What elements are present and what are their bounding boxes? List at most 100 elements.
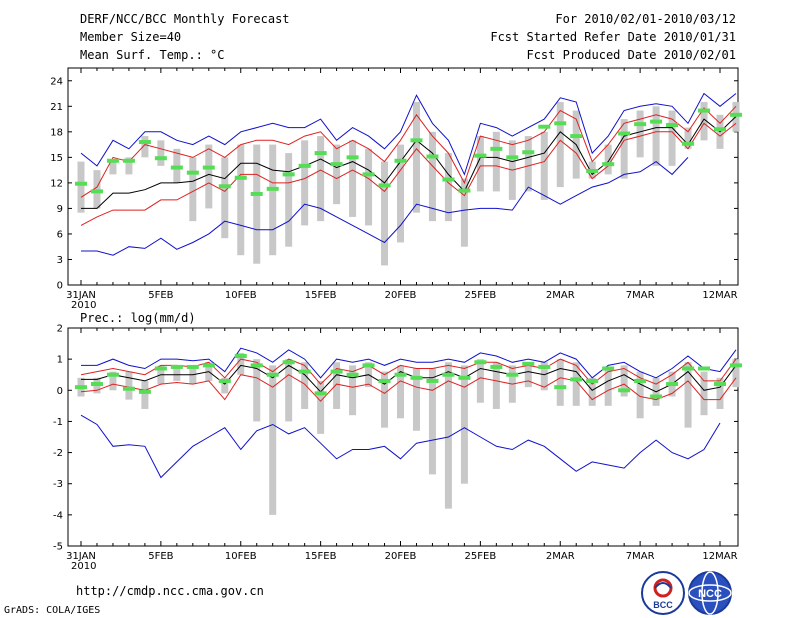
- observation-mark: [426, 154, 439, 159]
- x-tick-label: 25FEB: [465, 551, 497, 562]
- observation-mark: [234, 354, 247, 359]
- y-tick-label: 24: [50, 76, 63, 87]
- x-tick-label: 5FEB: [148, 551, 173, 562]
- variable-label: Mean Surf. Temp.: °C: [80, 48, 225, 62]
- source-url[interactable]: http://cmdp.ncc.cma.gov.cn: [76, 584, 264, 598]
- range-bar: [636, 110, 644, 158]
- observation-mark: [218, 184, 231, 189]
- range-bar: [492, 131, 500, 192]
- range-bar: [652, 106, 660, 166]
- x-tick-label: 20FEB: [385, 551, 417, 562]
- x-tick-label: 15FEB: [305, 551, 337, 562]
- observation-mark: [522, 361, 535, 366]
- range-bar: [173, 365, 181, 381]
- range-bar: [684, 127, 692, 149]
- range-bar: [428, 131, 436, 222]
- observation-mark: [138, 140, 151, 145]
- observation-mark: [154, 156, 167, 161]
- range-bar: [93, 170, 101, 209]
- observation-mark: [570, 134, 583, 139]
- range-bar: [636, 371, 644, 419]
- range-bar: [700, 102, 708, 141]
- y-tick-label: 3: [57, 255, 63, 266]
- y-tick-label: -5: [53, 542, 63, 553]
- range-bar: [588, 377, 596, 406]
- range-bar: [397, 365, 404, 419]
- series-mean-line: [81, 364, 737, 393]
- range-bar: [604, 144, 612, 175]
- observation-mark: [394, 372, 407, 377]
- range-bar: [157, 140, 165, 166]
- x-tick-label: 7MAR: [626, 290, 655, 301]
- y-tick-label: 9: [57, 204, 63, 215]
- observation-mark: [586, 168, 599, 173]
- range-bar: [333, 362, 341, 409]
- observation-mark: [650, 394, 663, 399]
- range-bar: [301, 362, 309, 409]
- member-size: Member Size=40: [80, 30, 182, 44]
- x-tick-label: 25FEB: [465, 290, 497, 301]
- x-tick-label: 20FEB: [385, 290, 417, 301]
- y-tick-label: -2: [53, 448, 63, 459]
- observation-mark: [266, 186, 279, 191]
- bcc-logo: BCC: [641, 571, 685, 615]
- observation-mark: [186, 364, 199, 369]
- range-bar: [269, 365, 277, 515]
- x-tick-label: 31JAN: [66, 290, 96, 301]
- x-tick-label: 31JAN: [66, 551, 96, 562]
- range-bar: [381, 161, 389, 266]
- observation-mark: [234, 175, 247, 180]
- observation-mark: [362, 363, 375, 368]
- observation-mark: [186, 170, 199, 175]
- range-bar: [141, 380, 149, 409]
- y-tick-label: 2: [57, 324, 63, 335]
- observation-mark: [714, 382, 726, 387]
- observation-mark: [618, 131, 631, 136]
- observation-mark: [458, 375, 471, 380]
- observation-mark: [650, 119, 663, 124]
- x-tick-label: 2MAR: [546, 551, 575, 562]
- range-bar: [540, 131, 548, 200]
- range-bar: [285, 359, 293, 422]
- observation-mark: [75, 181, 87, 186]
- range-bar: [205, 144, 213, 209]
- observation-mark: [282, 360, 295, 365]
- y-tick-label: 18: [50, 127, 63, 138]
- observation-mark: [474, 153, 487, 158]
- range-bar: [412, 102, 420, 213]
- observation-mark: [266, 372, 279, 377]
- range-bar: [317, 380, 325, 434]
- observation-mark: [490, 146, 503, 151]
- range-bar: [221, 377, 229, 394]
- x-tick-label: 15FEB: [305, 290, 337, 301]
- range-bar: [572, 362, 580, 406]
- range-bar: [253, 359, 261, 422]
- observation-mark: [570, 377, 583, 382]
- x-tick-label: 10FEB: [225, 290, 257, 301]
- observation-mark: [314, 151, 327, 156]
- observation-mark: [106, 158, 119, 163]
- grads-credit: GrADS: COLA/IGES: [4, 605, 101, 616]
- y-tick-label: 12: [50, 178, 63, 189]
- series-max-line: [81, 347, 737, 379]
- range-bar: [237, 352, 245, 375]
- x-tick-label-year: 2010: [71, 300, 96, 311]
- observation-mark: [378, 378, 391, 383]
- range-bar: [604, 368, 612, 406]
- started-refer-date: Fcst Started Refer Date 2010/01/31: [490, 30, 736, 44]
- range-bar: [349, 365, 357, 416]
- series-lower-line: [80, 374, 737, 402]
- range-bar: [492, 362, 500, 409]
- range-bar: [125, 157, 133, 175]
- observation-mark: [202, 165, 215, 170]
- y-tick-label: 15: [50, 153, 63, 164]
- observation-mark: [346, 155, 359, 160]
- observation-mark: [202, 363, 215, 368]
- range-bar: [444, 153, 452, 222]
- x-tick-label: 2MAR: [546, 290, 575, 301]
- y-tick-label: 6: [57, 229, 63, 240]
- range-bar: [700, 371, 708, 416]
- range-bar: [333, 144, 341, 205]
- y-tick-label: -1: [53, 417, 63, 428]
- range-bar: [412, 368, 420, 431]
